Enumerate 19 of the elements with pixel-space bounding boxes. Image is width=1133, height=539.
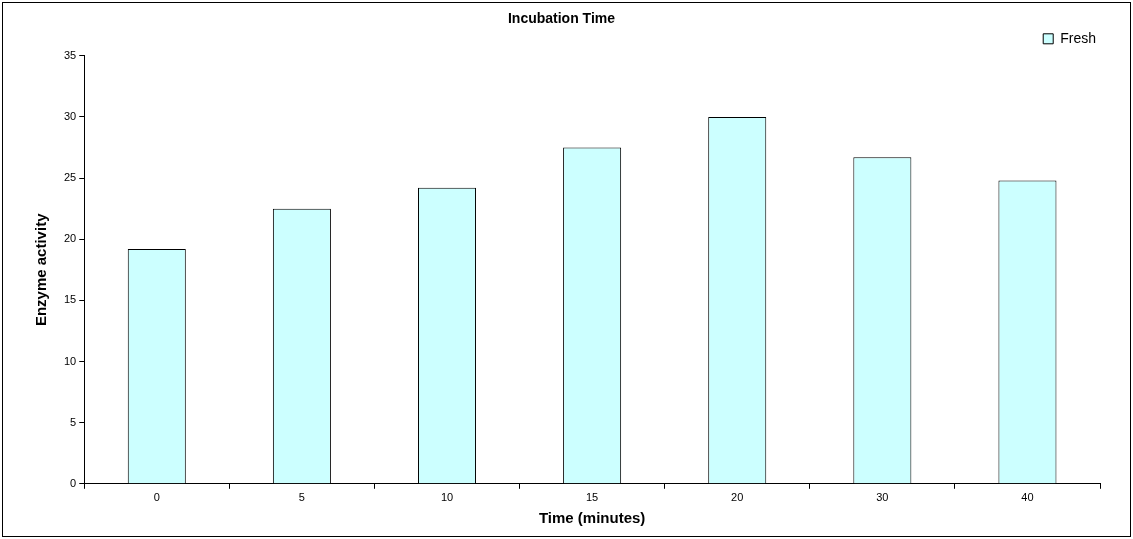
x-tick-label: 15 <box>585 491 599 504</box>
y-tick-label: 10 <box>63 354 77 367</box>
y-tick-label: 30 <box>63 109 77 122</box>
y-tick-label: 25 <box>63 171 77 184</box>
x-axis-title: Time (minutes) <box>538 509 646 527</box>
x-tick-label: 40 <box>1021 491 1034 504</box>
y-tick-label: 35 <box>63 48 77 61</box>
chart-title: Incubation Time <box>507 10 616 27</box>
x-tick-label: 20 <box>731 491 744 504</box>
y-tick-label: 15 <box>63 293 77 306</box>
x-tick-label: 30 <box>876 491 889 504</box>
x-tick-label: 10 <box>440 491 454 504</box>
y-tick-label: 20 <box>63 232 77 245</box>
legend-label: Fresh <box>1060 29 1097 46</box>
x-tick-label: 0 <box>153 491 160 504</box>
x-tick-label: 5 <box>298 491 305 504</box>
y-tick-label: 0 <box>70 476 77 489</box>
y-axis-title: Enzyme activity <box>32 212 50 327</box>
y-tick-label: 5 <box>70 415 77 428</box>
